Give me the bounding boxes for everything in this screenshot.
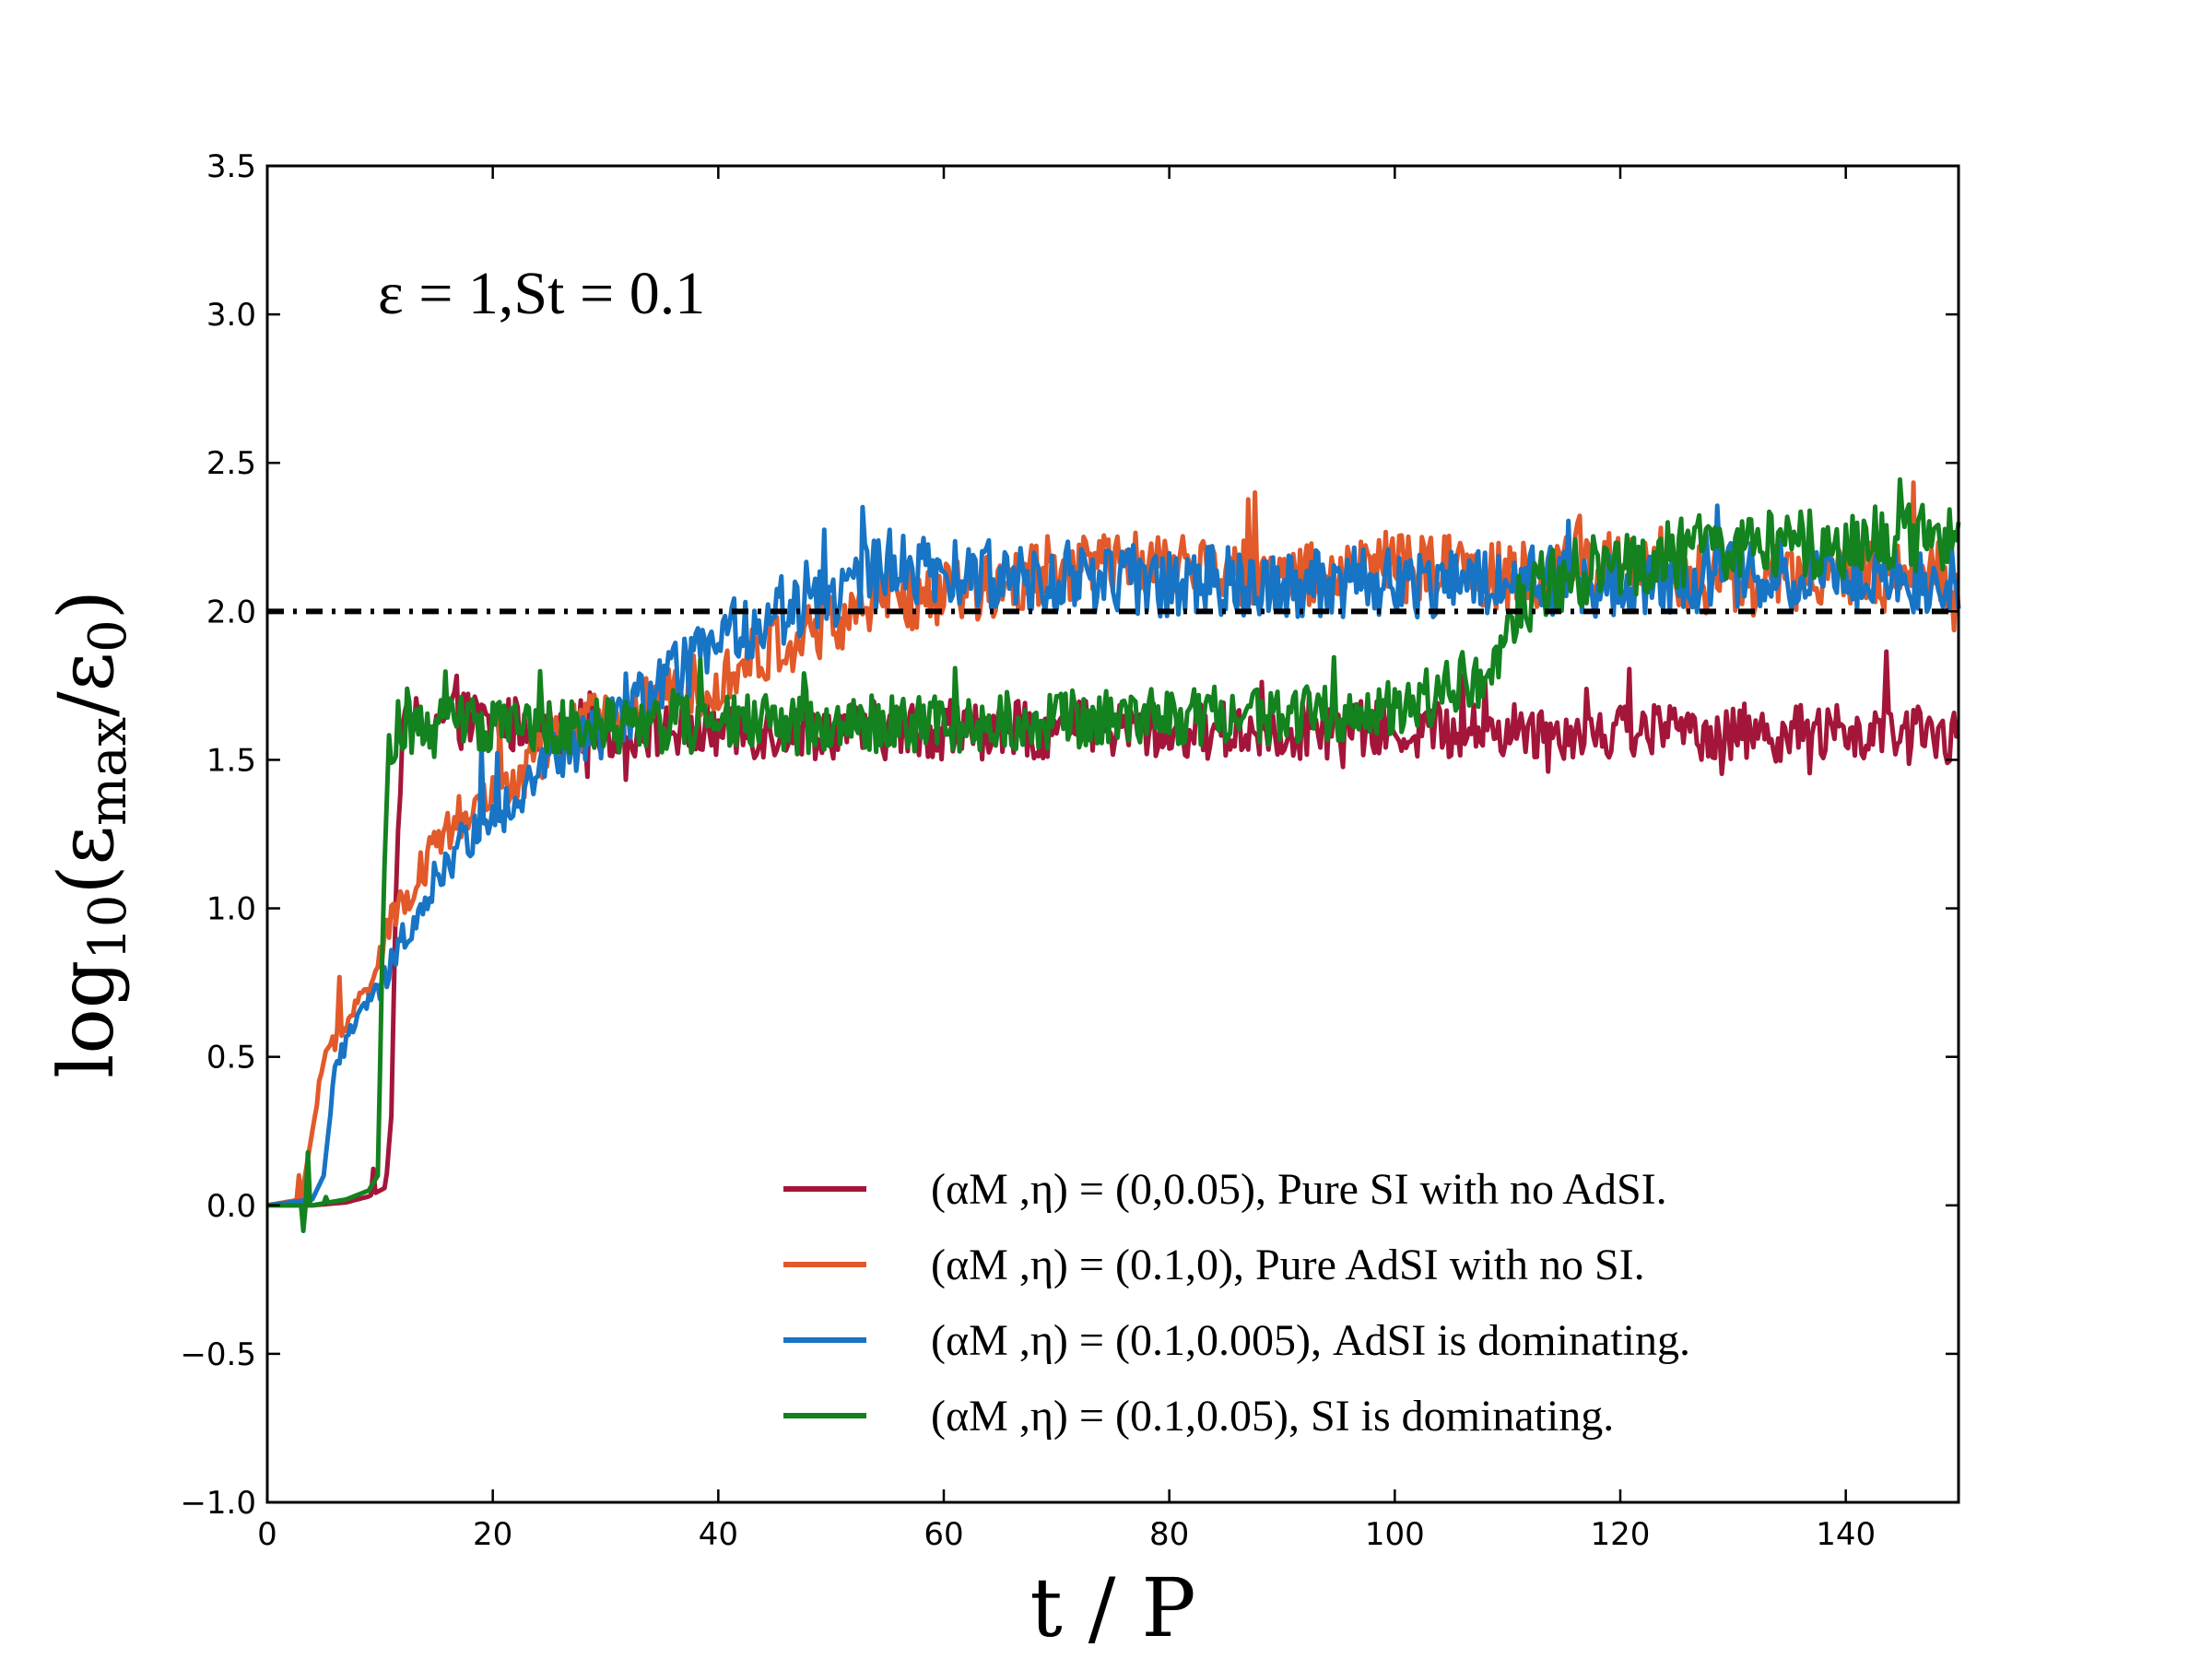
- series-line-3: [266, 477, 1961, 1233]
- y-axis-label-sub: 10: [78, 894, 138, 959]
- y-tick-label-0: −1.0: [180, 1485, 256, 1522]
- y-axis-label-slash: /ε: [43, 653, 131, 717]
- legend-label-3: (αM ,η) = (0.1,0.05), SI is dominating.: [931, 1392, 1614, 1441]
- x-tick-label-0: 0: [257, 1516, 277, 1553]
- x-tick-label-7: 140: [1816, 1516, 1876, 1553]
- x-tick-label-5: 100: [1365, 1516, 1425, 1553]
- y-axis-label-sub3: 0: [78, 619, 138, 653]
- x-tick-label-3: 60: [924, 1516, 963, 1553]
- x-tick-label-6: 120: [1591, 1516, 1651, 1553]
- series-layer: [266, 477, 1961, 1233]
- legend: (αM ,η) = (0,0.05), Pure SI with no AdSI…: [783, 1165, 1690, 1441]
- y-tick-label-9: 3.5: [206, 148, 256, 185]
- chart-annotation: ε = 1,St = 0.1: [378, 260, 705, 327]
- plot-frame: [265, 164, 1960, 1504]
- y-tick-label-7: 2.5: [206, 445, 256, 482]
- tick-layer: 0 20 40 60 80 100 120 140 −1.0 −0.5 0.0 0.5 1.0 1.5 2.…: [180, 148, 1959, 1553]
- y-tick-label-3: 0.5: [206, 1040, 256, 1077]
- x-axis-label: t / P: [1030, 1560, 1195, 1655]
- y-tick-label-4: 1.0: [206, 891, 256, 928]
- y-axis-label-open: (ε: [43, 826, 131, 894]
- legend-label-0: (αM ,η) = (0,0.05), Pure SI with no AdSI…: [931, 1165, 1667, 1214]
- x-tick-label-4: 80: [1149, 1516, 1189, 1553]
- legend-label-2: (αM ,η) = (0.1,0.005), AdSI is dominatin…: [931, 1316, 1690, 1365]
- y-axis-label: log10(εmax/ε0): [43, 590, 138, 1078]
- y-tick-label-1: −0.5: [180, 1336, 256, 1373]
- x-tick-label-2: 40: [699, 1516, 738, 1553]
- y-tick-label-8: 3.0: [206, 297, 256, 334]
- y-axis-label-close: ): [43, 590, 131, 619]
- x-tick-label-1: 20: [473, 1516, 512, 1553]
- y-axis-label-sub2: max: [78, 717, 138, 826]
- y-tick-label-6: 2.0: [206, 594, 256, 630]
- y-tick-label-2: 0.0: [206, 1188, 256, 1225]
- y-axis-label-log: log: [43, 960, 131, 1078]
- legend-label-1: (αM ,η) = (0.1,0), Pure AdSI with no SI.: [931, 1241, 1645, 1289]
- y-tick-label-5: 1.5: [206, 742, 256, 779]
